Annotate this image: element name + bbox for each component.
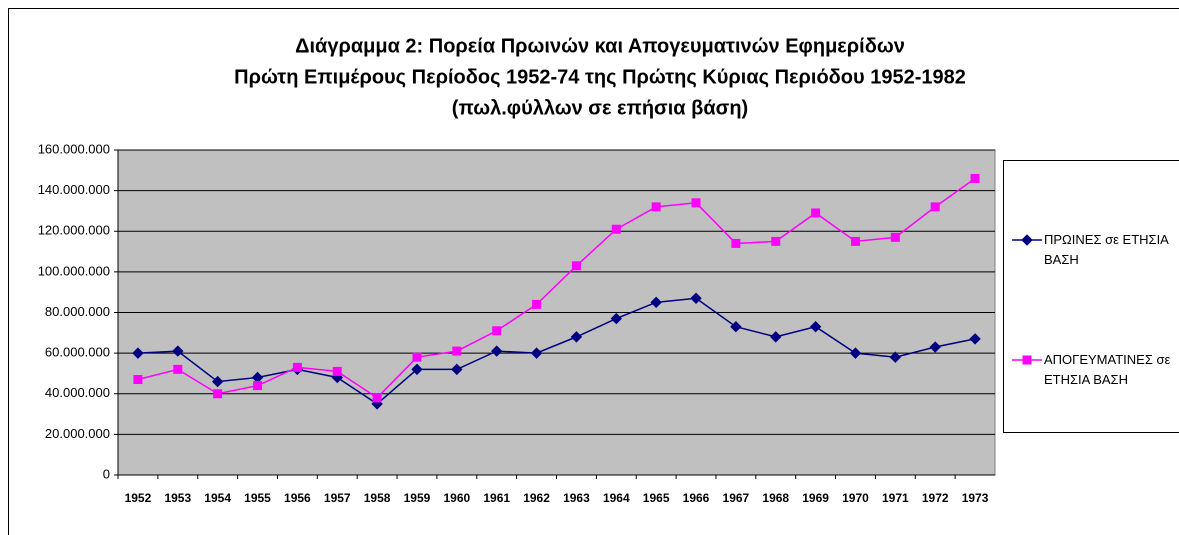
marker	[213, 389, 223, 399]
marker	[809, 321, 822, 333]
legend-label: ΠΡΩΙΝΕΣ σε ΕΤΗΣΙΑ ΒΑΣΗ	[1044, 232, 1169, 267]
x-tick-label: 1968	[762, 491, 789, 505]
marker	[849, 347, 862, 359]
marker	[850, 236, 860, 246]
chart-title: Διάγραμμα 2: Πορεία Πρωινών και Απογευμα…	[295, 35, 905, 57]
y-tick-label: 140.000.000	[38, 182, 110, 197]
marker	[411, 363, 423, 376]
y-tick-label: 20.000.000	[45, 426, 110, 441]
marker	[490, 345, 503, 357]
x-tick-label: 1964	[603, 491, 630, 505]
legend-box	[1003, 160, 1179, 433]
x-tick-label: 1973	[962, 491, 989, 505]
marker	[1022, 355, 1032, 365]
series-line	[137, 297, 976, 405]
marker	[890, 232, 900, 242]
x-tick-label: 1971	[882, 491, 909, 505]
marker	[530, 347, 543, 359]
x-tick-label: 1962	[523, 491, 550, 505]
marker	[412, 352, 422, 362]
x-tick-label: 1959	[404, 491, 431, 505]
x-tick-label: 1969	[802, 491, 829, 505]
marker	[1021, 234, 1033, 246]
x-tick-label: 1963	[563, 491, 590, 505]
y-tick-label: 160.000.000	[38, 141, 110, 156]
marker	[492, 326, 502, 336]
marker	[889, 351, 902, 363]
marker	[253, 381, 263, 391]
marker	[133, 375, 143, 385]
marker	[452, 346, 462, 356]
x-tick-label: 1972	[922, 491, 949, 505]
x-tick-label: 1966	[683, 491, 710, 505]
marker	[970, 173, 980, 183]
y-tick-label: 100.000.000	[38, 263, 110, 278]
x-tick-label: 1961	[483, 491, 510, 505]
marker	[532, 299, 542, 309]
x-tick-label: 1958	[364, 491, 391, 505]
marker	[731, 238, 741, 248]
x-tick-label: 1955	[244, 491, 271, 505]
marker	[173, 364, 183, 374]
marker	[771, 236, 781, 246]
x-tick-label: 1957	[324, 491, 351, 505]
marker	[969, 333, 981, 345]
series-line	[137, 177, 976, 399]
marker	[172, 345, 184, 357]
marker	[292, 362, 302, 372]
marker	[811, 208, 821, 218]
marker	[770, 331, 782, 343]
marker	[571, 261, 581, 271]
y-tick-label: 60.000.000	[45, 345, 110, 360]
x-tick-label: 1952	[125, 491, 152, 505]
x-tick-label: 1954	[204, 491, 231, 505]
marker	[690, 292, 702, 304]
x-tick-label: 1967	[723, 491, 750, 505]
x-tick-label: 1965	[643, 491, 670, 505]
chart-title: Πρώτη Επιμέρους Περίοδος 1952-74 της Πρώ…	[234, 66, 966, 88]
y-tick-label: 120.000.000	[38, 223, 110, 238]
marker	[610, 312, 623, 325]
y-tick-label: 40.000.000	[45, 385, 110, 400]
legend-label: ΑΠΟΓΕΥΜΑΤΙΝΕΣ σε ΕΤΗΣΙΑ ΒΑΣΗ	[1044, 352, 1171, 387]
x-tick-label: 1970	[842, 491, 869, 505]
chart-title: (πωλ.φύλλων σε επήσια βάση)	[452, 97, 748, 119]
marker	[651, 202, 661, 212]
marker	[930, 202, 940, 212]
marker	[332, 366, 342, 376]
x-tick-label: 1960	[443, 491, 470, 505]
marker	[451, 363, 463, 376]
x-tick-label: 1956	[284, 491, 311, 505]
x-tick-label: 1953	[164, 491, 191, 505]
marker	[691, 198, 701, 208]
marker	[372, 393, 382, 403]
marker	[929, 341, 941, 353]
y-tick-label: 80.000.000	[45, 304, 110, 319]
marker	[211, 375, 224, 388]
marker	[570, 331, 583, 343]
y-tick-label: 0	[103, 466, 110, 481]
marker	[611, 224, 621, 234]
marker	[132, 347, 144, 359]
marker	[730, 321, 742, 333]
marker	[650, 296, 662, 309]
